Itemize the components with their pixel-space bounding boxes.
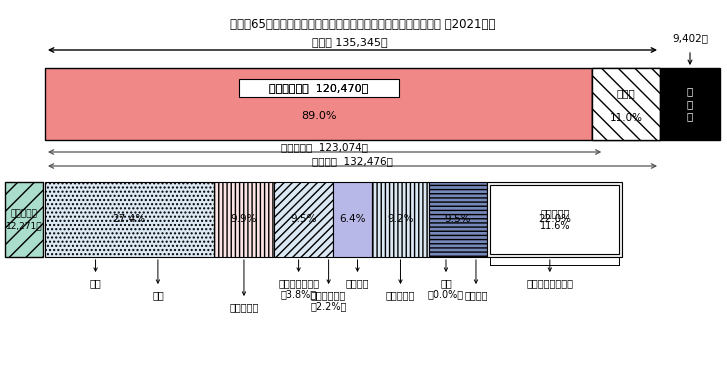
Text: 9.2%: 9.2% [387,214,414,225]
Bar [274,182,333,257]
Text: 9,402円: 9,402円 [672,33,708,43]
Text: 住居: 住居 [152,290,164,300]
Bar [487,182,622,257]
Text: 光熱・水道: 光熱・水道 [229,302,259,312]
Text: その他の消費支出: その他の消費支出 [526,278,574,288]
Text: 教育
（0.0%）: 教育 （0.0%） [428,278,464,299]
Text: うち交際費
11.6%: うち交際費 11.6% [539,208,570,231]
Text: 89.0%: 89.0% [301,111,337,121]
Bar [5,182,43,257]
Text: 不
足
分: 不 足 分 [687,87,693,121]
Text: 可処分所得  123,074円: 可処分所得 123,074円 [281,142,368,152]
Bar [333,182,372,257]
Bar [593,68,660,140]
Text: 実収入 135,345円: 実収入 135,345円 [312,37,387,47]
Text: 被服及び履物
（2.2%）: 被服及び履物 （2.2%） [310,290,347,312]
Text: 家具・家事用品
（3.8%）: 家具・家事用品 （3.8%） [278,278,319,299]
Text: 6.4%: 6.4% [340,214,366,225]
Text: 9.5%: 9.5% [290,214,317,225]
Text: 11.0%: 11.0% [610,113,643,123]
Text: 食料: 食料 [89,278,102,288]
Text: 社会保障給付  120,470円: 社会保障給付 120,470円 [269,83,369,93]
Text: 9.5%: 9.5% [445,214,471,225]
Bar [214,182,274,257]
Text: 27.4%: 27.4% [113,214,146,225]
Bar [45,68,593,140]
Text: 交通・通信: 交通・通信 [386,290,415,300]
Text: 図２　65歳以上の単身無職世帯（高齢単身無職世帯）の家計収支 －2021年－: 図２ 65歳以上の単身無職世帯（高齢単身無職世帯）の家計収支 －2021年－ [230,18,496,31]
Bar [490,185,619,254]
Text: その他: その他 [616,88,635,98]
Bar [372,182,429,257]
Text: 22.0%: 22.0% [538,214,571,225]
Text: 9.9%: 9.9% [230,214,257,225]
Bar [45,182,214,257]
Bar [429,182,487,257]
Text: 非消費支出
12,271円: 非消費支出 12,271円 [6,209,42,230]
Text: 教養娯楽: 教養娯楽 [465,290,488,300]
Text: 消費支出  132,476円: 消費支出 132,476円 [312,156,393,166]
Text: 保健医療: 保健医療 [346,278,369,288]
Text: 社会保障給付  120,470円: 社会保障給付 120,470円 [269,83,369,93]
Bar [660,68,720,140]
Bar [593,68,660,140]
Bar [238,79,398,97]
